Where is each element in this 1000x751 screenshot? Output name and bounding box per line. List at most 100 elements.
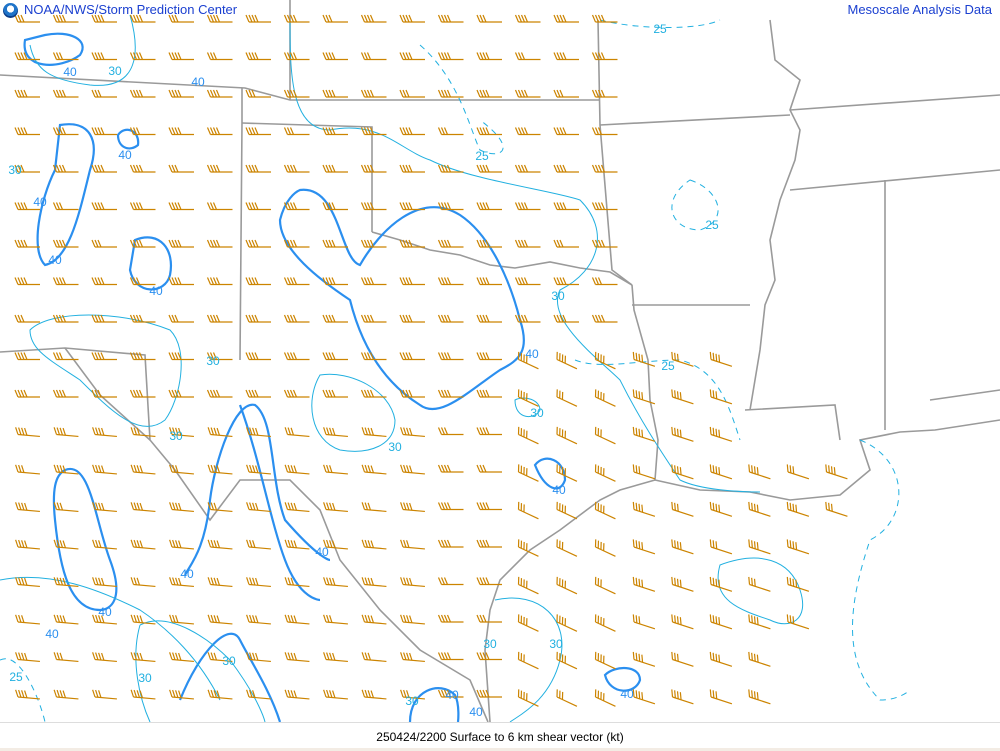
barb-flag xyxy=(408,314,413,323)
wind-barb xyxy=(53,502,79,513)
barb-flag xyxy=(715,503,718,512)
barb-flag xyxy=(603,655,605,664)
barb-flag xyxy=(440,277,446,285)
barb-flag xyxy=(287,577,292,585)
barb-flag xyxy=(56,464,61,473)
barb-flag xyxy=(485,314,490,323)
wind-barb xyxy=(632,539,656,555)
barb-staff xyxy=(556,358,578,370)
barb-flag xyxy=(24,540,28,548)
wind-barb xyxy=(52,202,79,211)
wind-barb xyxy=(400,464,425,475)
barb-staff xyxy=(595,621,616,632)
barb-flag xyxy=(290,465,295,473)
wind-barb xyxy=(553,127,579,136)
barb-flag xyxy=(323,539,327,548)
barb-flag xyxy=(676,428,679,437)
wind-barb xyxy=(591,52,618,61)
wind-barb xyxy=(15,614,40,625)
barb-flag xyxy=(206,89,212,98)
barb-flag xyxy=(207,652,212,660)
barb-flag xyxy=(138,239,144,248)
contour-label: 40 xyxy=(620,687,634,701)
barb-flag xyxy=(786,501,789,510)
barb-flag xyxy=(91,14,96,23)
barb-flag xyxy=(287,689,292,698)
barb-flag xyxy=(95,577,99,585)
barb-flag xyxy=(748,464,751,473)
wind-barb xyxy=(91,127,117,136)
wind-barb xyxy=(361,502,387,513)
wind-barb xyxy=(360,127,387,136)
barb-flag xyxy=(369,239,375,248)
barb-flag xyxy=(591,14,597,23)
barb-flag xyxy=(129,14,135,23)
wind-barb xyxy=(556,351,578,370)
barb-flag xyxy=(406,465,410,473)
barb-flag xyxy=(207,502,212,510)
wind-barb xyxy=(91,89,117,98)
barb-flag xyxy=(833,467,836,475)
barb-flag xyxy=(399,277,404,285)
barb-flag xyxy=(523,277,529,285)
barb-flag xyxy=(676,578,679,587)
barb-flag xyxy=(561,429,564,438)
barb-flag xyxy=(290,652,295,661)
barb-staff xyxy=(325,508,348,513)
barb-flag xyxy=(363,202,369,210)
barb-flag xyxy=(476,464,481,473)
barb-flag xyxy=(482,164,487,173)
barb-flag xyxy=(252,540,256,548)
barb-flag xyxy=(94,314,99,323)
wind-barb xyxy=(591,127,618,136)
barb-flag xyxy=(366,314,372,323)
wind-barb xyxy=(437,614,464,623)
barb-flag xyxy=(138,14,144,23)
barb-flag xyxy=(399,89,404,98)
barb-flag xyxy=(283,202,289,210)
barb-flag xyxy=(523,14,529,23)
wind-barb xyxy=(399,239,425,248)
state-border xyxy=(597,19,633,286)
wind-barb xyxy=(632,351,656,367)
barb-flag xyxy=(129,239,135,248)
barb-flag xyxy=(171,14,176,23)
barb-flag xyxy=(332,502,336,511)
barb-flag xyxy=(24,652,28,661)
wind-barb xyxy=(360,52,387,61)
barb-flag xyxy=(92,577,96,585)
barb-flag xyxy=(286,389,292,398)
barb-flag xyxy=(92,539,96,548)
barb-flag xyxy=(252,577,256,586)
barb-flag xyxy=(210,502,215,510)
barb-flag xyxy=(482,577,487,585)
wind-barb xyxy=(168,127,194,136)
wind-barb xyxy=(399,314,425,323)
barb-flag xyxy=(786,539,789,548)
barb-flag xyxy=(322,164,327,173)
barb-flag xyxy=(178,690,182,698)
barb-flag xyxy=(674,652,676,661)
wind-barb xyxy=(361,427,387,438)
barb-flag xyxy=(246,427,250,435)
barb-flag xyxy=(402,239,407,248)
barb-flag xyxy=(331,314,336,323)
barb-flag xyxy=(443,164,449,173)
barb-flag xyxy=(130,502,135,510)
barb-flag xyxy=(21,465,25,473)
barb-staff xyxy=(94,621,117,625)
barb-flag xyxy=(284,502,289,510)
barb-flag xyxy=(402,89,407,98)
barb-flag xyxy=(175,427,179,436)
barb-flag xyxy=(751,540,753,548)
wind-barb xyxy=(53,614,79,625)
state-border xyxy=(239,88,243,361)
barb-flag xyxy=(326,577,330,585)
barb-flag xyxy=(399,52,404,60)
barb-flag xyxy=(753,578,756,587)
barb-flag xyxy=(172,614,176,623)
barb-flag xyxy=(53,539,58,548)
barb-flag xyxy=(514,239,520,248)
barb-flag xyxy=(14,52,19,60)
wind-barb xyxy=(283,127,310,136)
